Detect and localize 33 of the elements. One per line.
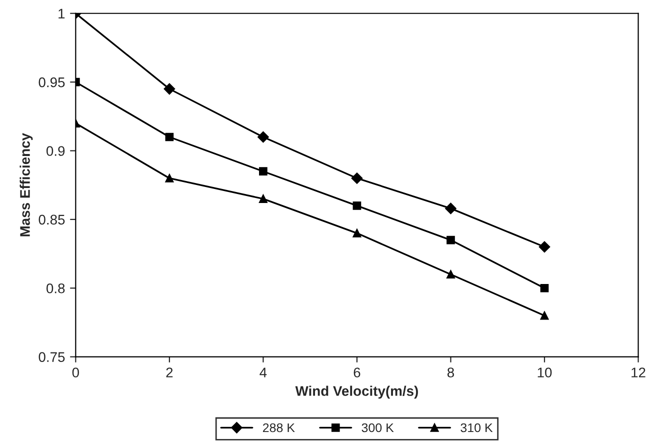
x-tick-label: 4 xyxy=(260,368,267,378)
x-tick-label: 12 xyxy=(632,368,646,378)
legend-label: 310 K xyxy=(460,423,493,432)
y-tick-label: 0.85 xyxy=(38,214,65,225)
y-tick-label: 0.75 xyxy=(38,352,65,362)
y-tick-label: 0.95 xyxy=(38,77,65,88)
x-axis-title: Wind Velocity(m/s) xyxy=(295,386,418,399)
point xyxy=(165,132,174,142)
point xyxy=(445,202,456,214)
x-tick-label: 10 xyxy=(538,368,552,378)
point xyxy=(164,83,176,95)
point xyxy=(165,174,174,182)
point xyxy=(258,131,269,143)
x-tick-label: 0 xyxy=(72,368,79,378)
x-tick-label: 6 xyxy=(354,368,360,378)
legend-label: 300 K xyxy=(362,423,394,432)
y-axis-title: Mass Efficiency xyxy=(20,133,33,236)
point xyxy=(352,229,362,238)
y-tick-label: 1 xyxy=(58,8,65,18)
x-tick-label: 8 xyxy=(447,368,454,378)
legend-label: 288 K xyxy=(262,423,295,432)
point xyxy=(446,236,455,244)
x-tick-label: 2 xyxy=(166,368,173,378)
point xyxy=(538,241,550,253)
y-tick-label: 0.8 xyxy=(46,283,65,294)
point xyxy=(351,172,363,184)
point xyxy=(259,194,268,203)
y-tick-label: 0.9 xyxy=(46,146,65,156)
point xyxy=(259,167,268,176)
point xyxy=(540,311,549,320)
point xyxy=(446,270,455,279)
point xyxy=(540,284,549,292)
point xyxy=(352,202,362,210)
